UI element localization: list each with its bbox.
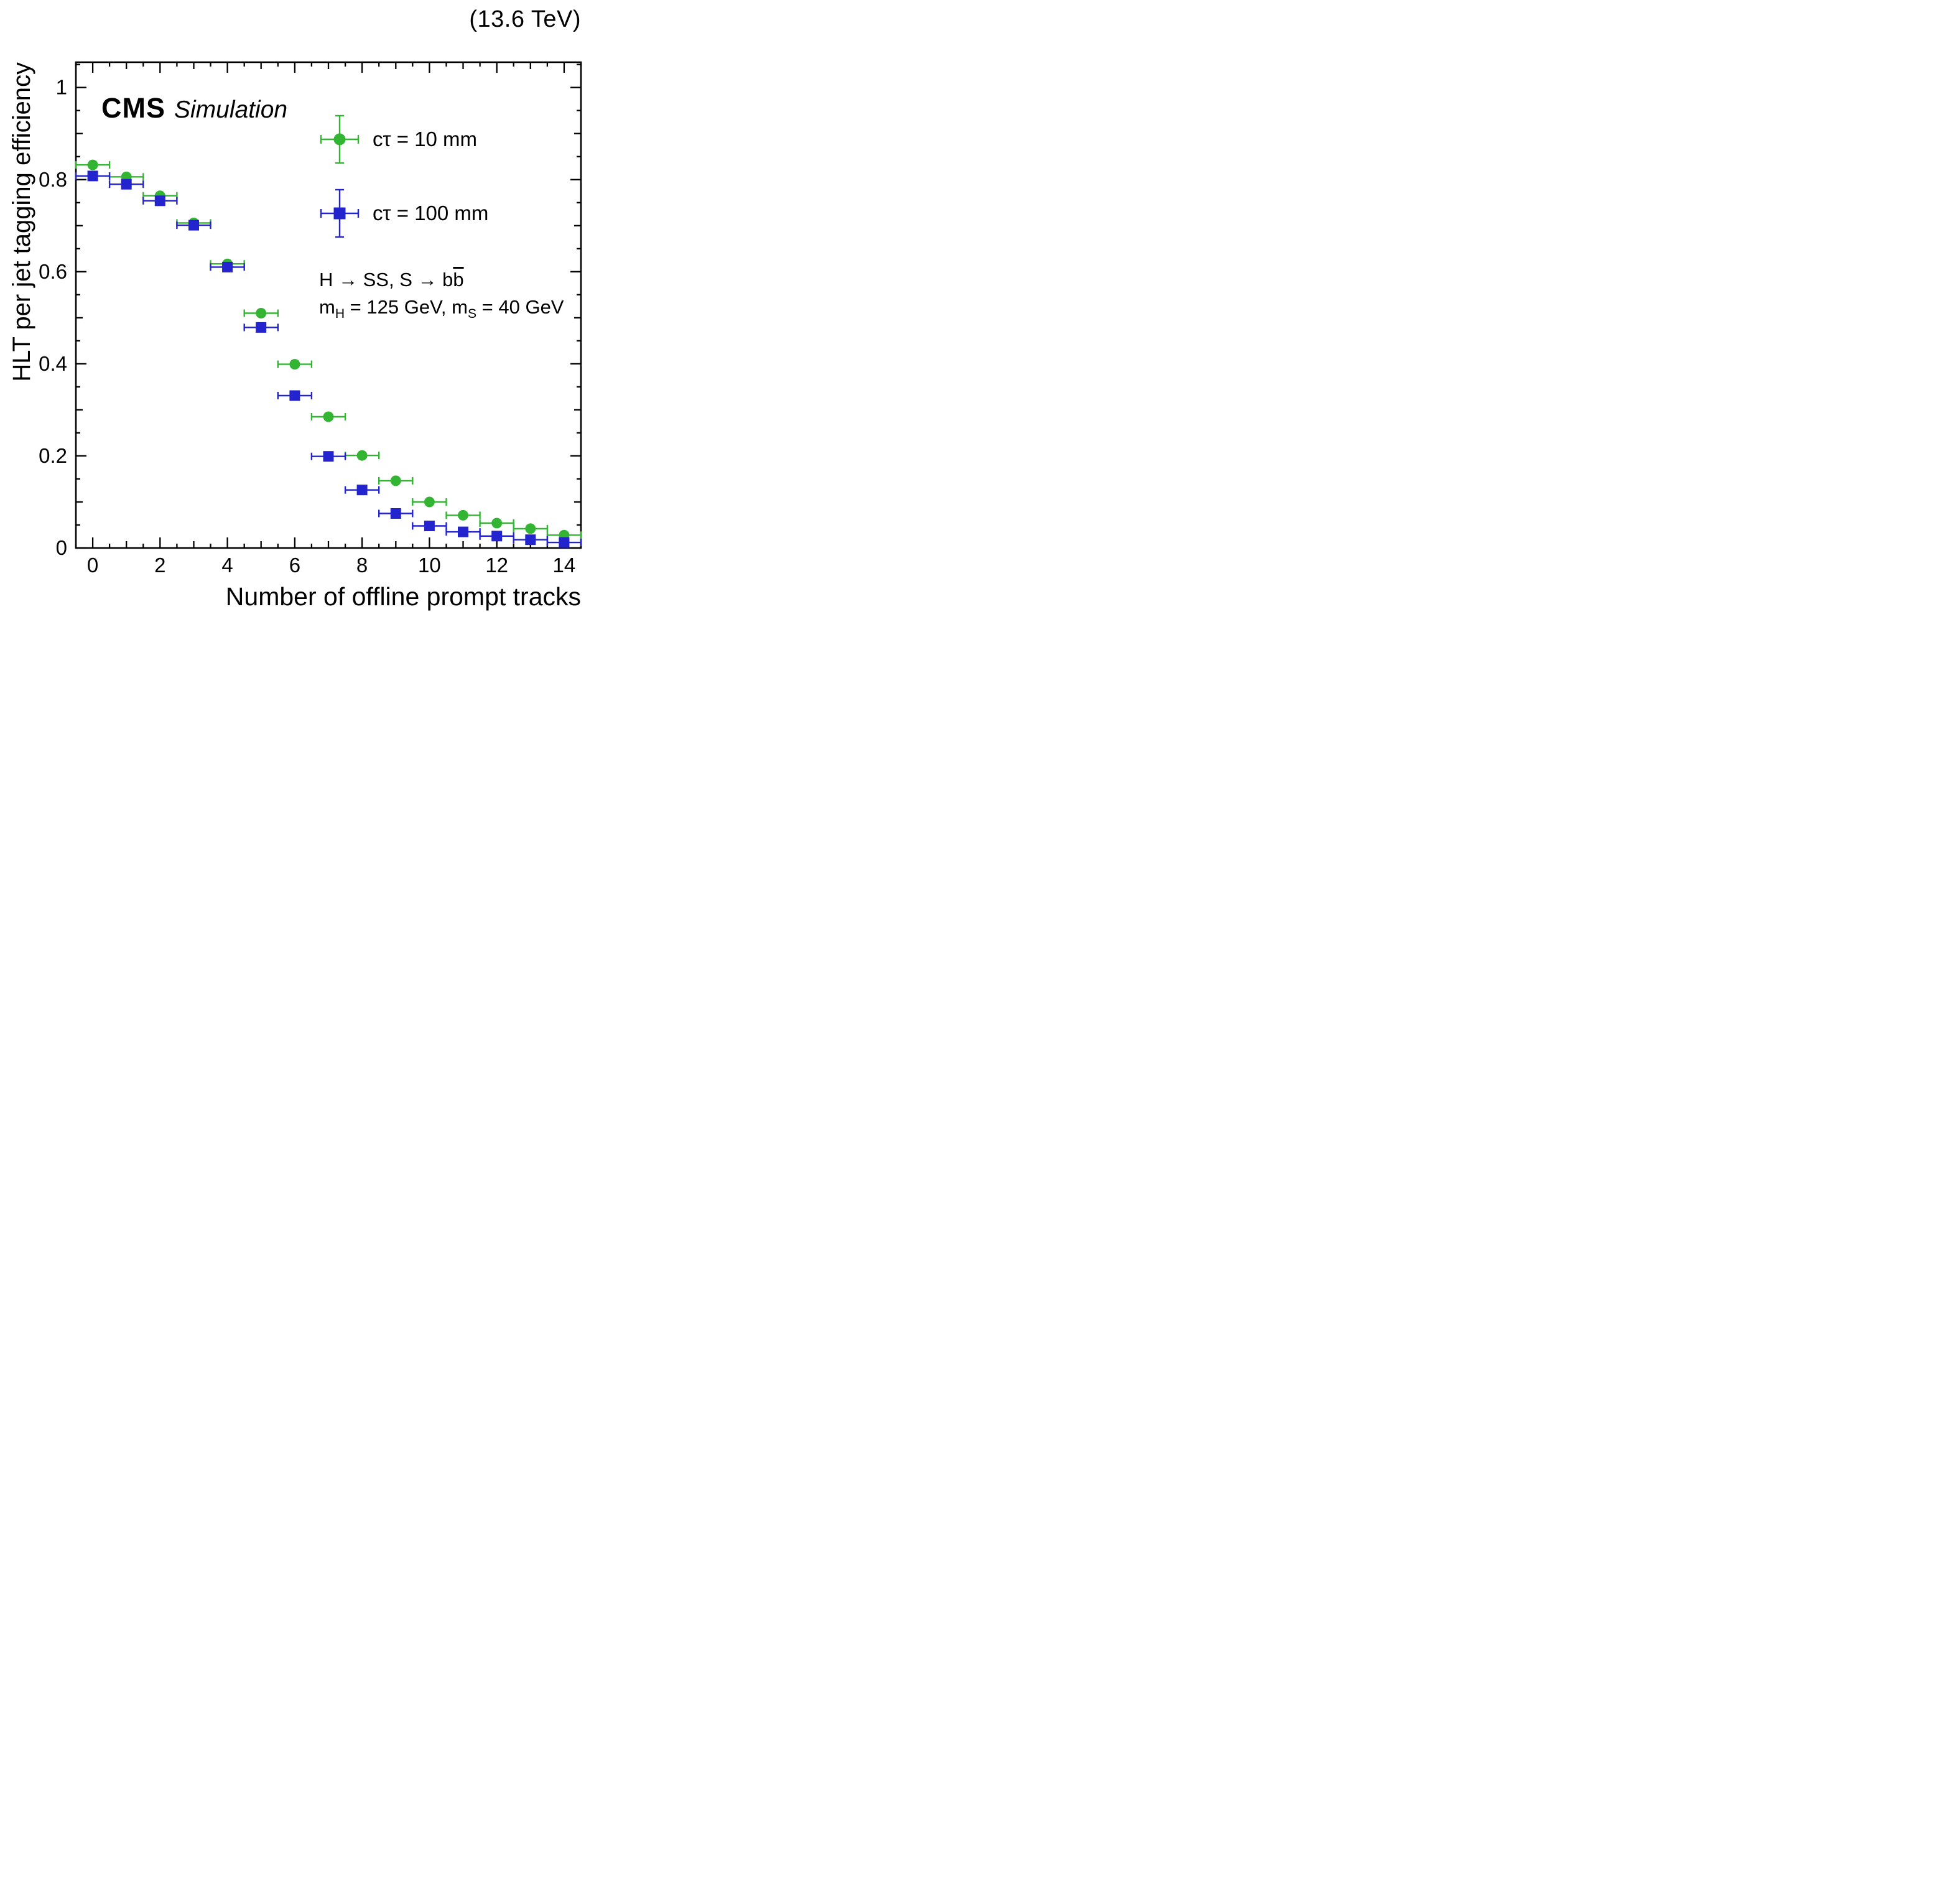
svg-text:0.2: 0.2 <box>39 444 67 467</box>
svg-text:2: 2 <box>154 554 165 577</box>
legend-marker-ctau100-icon <box>320 188 360 238</box>
x-axis-title: Number of offline prompt tracks <box>225 582 581 611</box>
simulation-label: Simulation <box>174 96 288 123</box>
annotation-process: H → SS, S → bb <box>319 269 464 290</box>
svg-text:0.8: 0.8 <box>39 168 67 191</box>
svg-text:4: 4 <box>221 554 233 577</box>
legend-item-ctau10: cτ = 10 mm <box>312 108 477 170</box>
annotation-masses: mH = 125 GeV, mS = 40 GeV <box>319 296 564 322</box>
cms-watermark: CMS Simulation <box>101 92 287 124</box>
legend-label-ctau10: cτ = 10 mm <box>373 128 477 151</box>
legend-item-ctau100: cτ = 100 mm <box>312 182 488 244</box>
svg-text:14: 14 <box>553 554 576 577</box>
energy-label: (13.6 TeV) <box>469 6 581 32</box>
svg-text:0.6: 0.6 <box>39 260 67 283</box>
svg-text:12: 12 <box>485 554 508 577</box>
svg-text:0: 0 <box>56 536 67 559</box>
svg-text:1: 1 <box>56 76 67 99</box>
annotation-block: H → SS, S → bb mH = 125 GeV, mS = 40 GeV <box>319 266 564 328</box>
svg-text:10: 10 <box>418 554 441 577</box>
svg-text:0.4: 0.4 <box>39 352 67 375</box>
svg-text:6: 6 <box>289 554 300 577</box>
chart-canvas: 0 2 4 6 8 10 12 14 0 0.2 0.4 0.6 0.8 1 <box>39 61 582 577</box>
svg-text:8: 8 <box>356 554 368 577</box>
legend-label-ctau100: cτ = 100 mm <box>373 202 489 225</box>
cms-logo-text: CMS <box>101 92 165 124</box>
chart-figure: 0 2 4 6 8 10 12 14 0 0.2 0.4 0.6 0.8 1 (13.6 TeV) CMS… <box>0 0 647 628</box>
y-axis-title: HLT per jet tagging efficiency <box>8 62 35 382</box>
legend-marker-ctau10-icon <box>320 114 360 164</box>
svg-text:0: 0 <box>87 554 98 577</box>
